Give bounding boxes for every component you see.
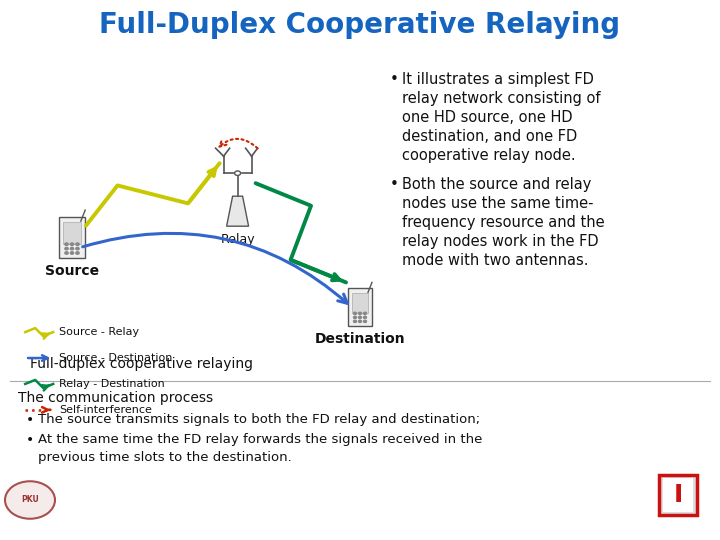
Bar: [352, 293, 368, 313]
Text: It illustrates a simplest FD: It illustrates a simplest FD: [402, 72, 594, 87]
Circle shape: [76, 243, 79, 246]
Circle shape: [71, 247, 73, 250]
Text: I: I: [673, 483, 683, 507]
Circle shape: [76, 247, 79, 250]
Text: PKU: PKU: [21, 496, 39, 504]
Circle shape: [364, 316, 366, 319]
Circle shape: [235, 171, 240, 176]
Text: •: •: [26, 433, 35, 447]
Text: The source transmits signals to both the FD relay and destination;: The source transmits signals to both the…: [38, 413, 480, 426]
Text: Relay - Destination: Relay - Destination: [59, 379, 165, 389]
Text: Source - Destination: Source - Destination: [59, 353, 173, 363]
Circle shape: [354, 320, 356, 322]
Circle shape: [76, 252, 79, 254]
Text: Both the source and relay: Both the source and relay: [402, 177, 591, 192]
Circle shape: [65, 252, 68, 254]
Text: Destination: Destination: [315, 333, 405, 346]
Circle shape: [5, 481, 55, 519]
Text: mode with two antennas.: mode with two antennas.: [402, 253, 588, 268]
Bar: [659, 475, 697, 515]
Text: relay nodes work in the FD: relay nodes work in the FD: [402, 234, 598, 249]
Text: •: •: [390, 177, 399, 192]
Bar: [348, 288, 372, 326]
Text: At the same time the FD relay forwards the signals received in the: At the same time the FD relay forwards t…: [38, 433, 482, 446]
Text: Full-duplex cooperative relaying: Full-duplex cooperative relaying: [30, 357, 253, 370]
Circle shape: [71, 252, 73, 254]
Circle shape: [364, 320, 366, 322]
Text: •: •: [26, 413, 35, 427]
Bar: [63, 222, 81, 244]
Polygon shape: [227, 196, 248, 226]
Text: frequency resource and the: frequency resource and the: [402, 215, 605, 230]
Text: relay network consisting of: relay network consisting of: [402, 91, 600, 106]
Text: previous time slots to the destination.: previous time slots to the destination.: [38, 451, 292, 464]
Circle shape: [359, 316, 361, 319]
Circle shape: [65, 243, 68, 246]
Circle shape: [354, 312, 356, 314]
Text: cooperative relay node.: cooperative relay node.: [402, 148, 575, 163]
Text: nodes use the same time-: nodes use the same time-: [402, 196, 593, 211]
Circle shape: [359, 312, 361, 314]
Text: one HD source, one HD: one HD source, one HD: [402, 110, 572, 125]
Bar: [663, 478, 693, 512]
Text: The communication process: The communication process: [18, 391, 213, 405]
Circle shape: [359, 320, 361, 322]
Text: Self-interference: Self-interference: [59, 405, 152, 415]
Text: destination, and one FD: destination, and one FD: [402, 129, 577, 144]
Bar: [59, 217, 85, 259]
Text: Source - Relay: Source - Relay: [59, 327, 140, 337]
Text: Full-Duplex Cooperative Relaying: Full-Duplex Cooperative Relaying: [99, 11, 621, 39]
Text: Relay: Relay: [220, 233, 255, 246]
Circle shape: [364, 312, 366, 314]
Circle shape: [65, 247, 68, 250]
Circle shape: [71, 243, 73, 246]
Text: Source: Source: [45, 264, 99, 278]
Circle shape: [354, 316, 356, 319]
Text: •: •: [390, 72, 399, 87]
